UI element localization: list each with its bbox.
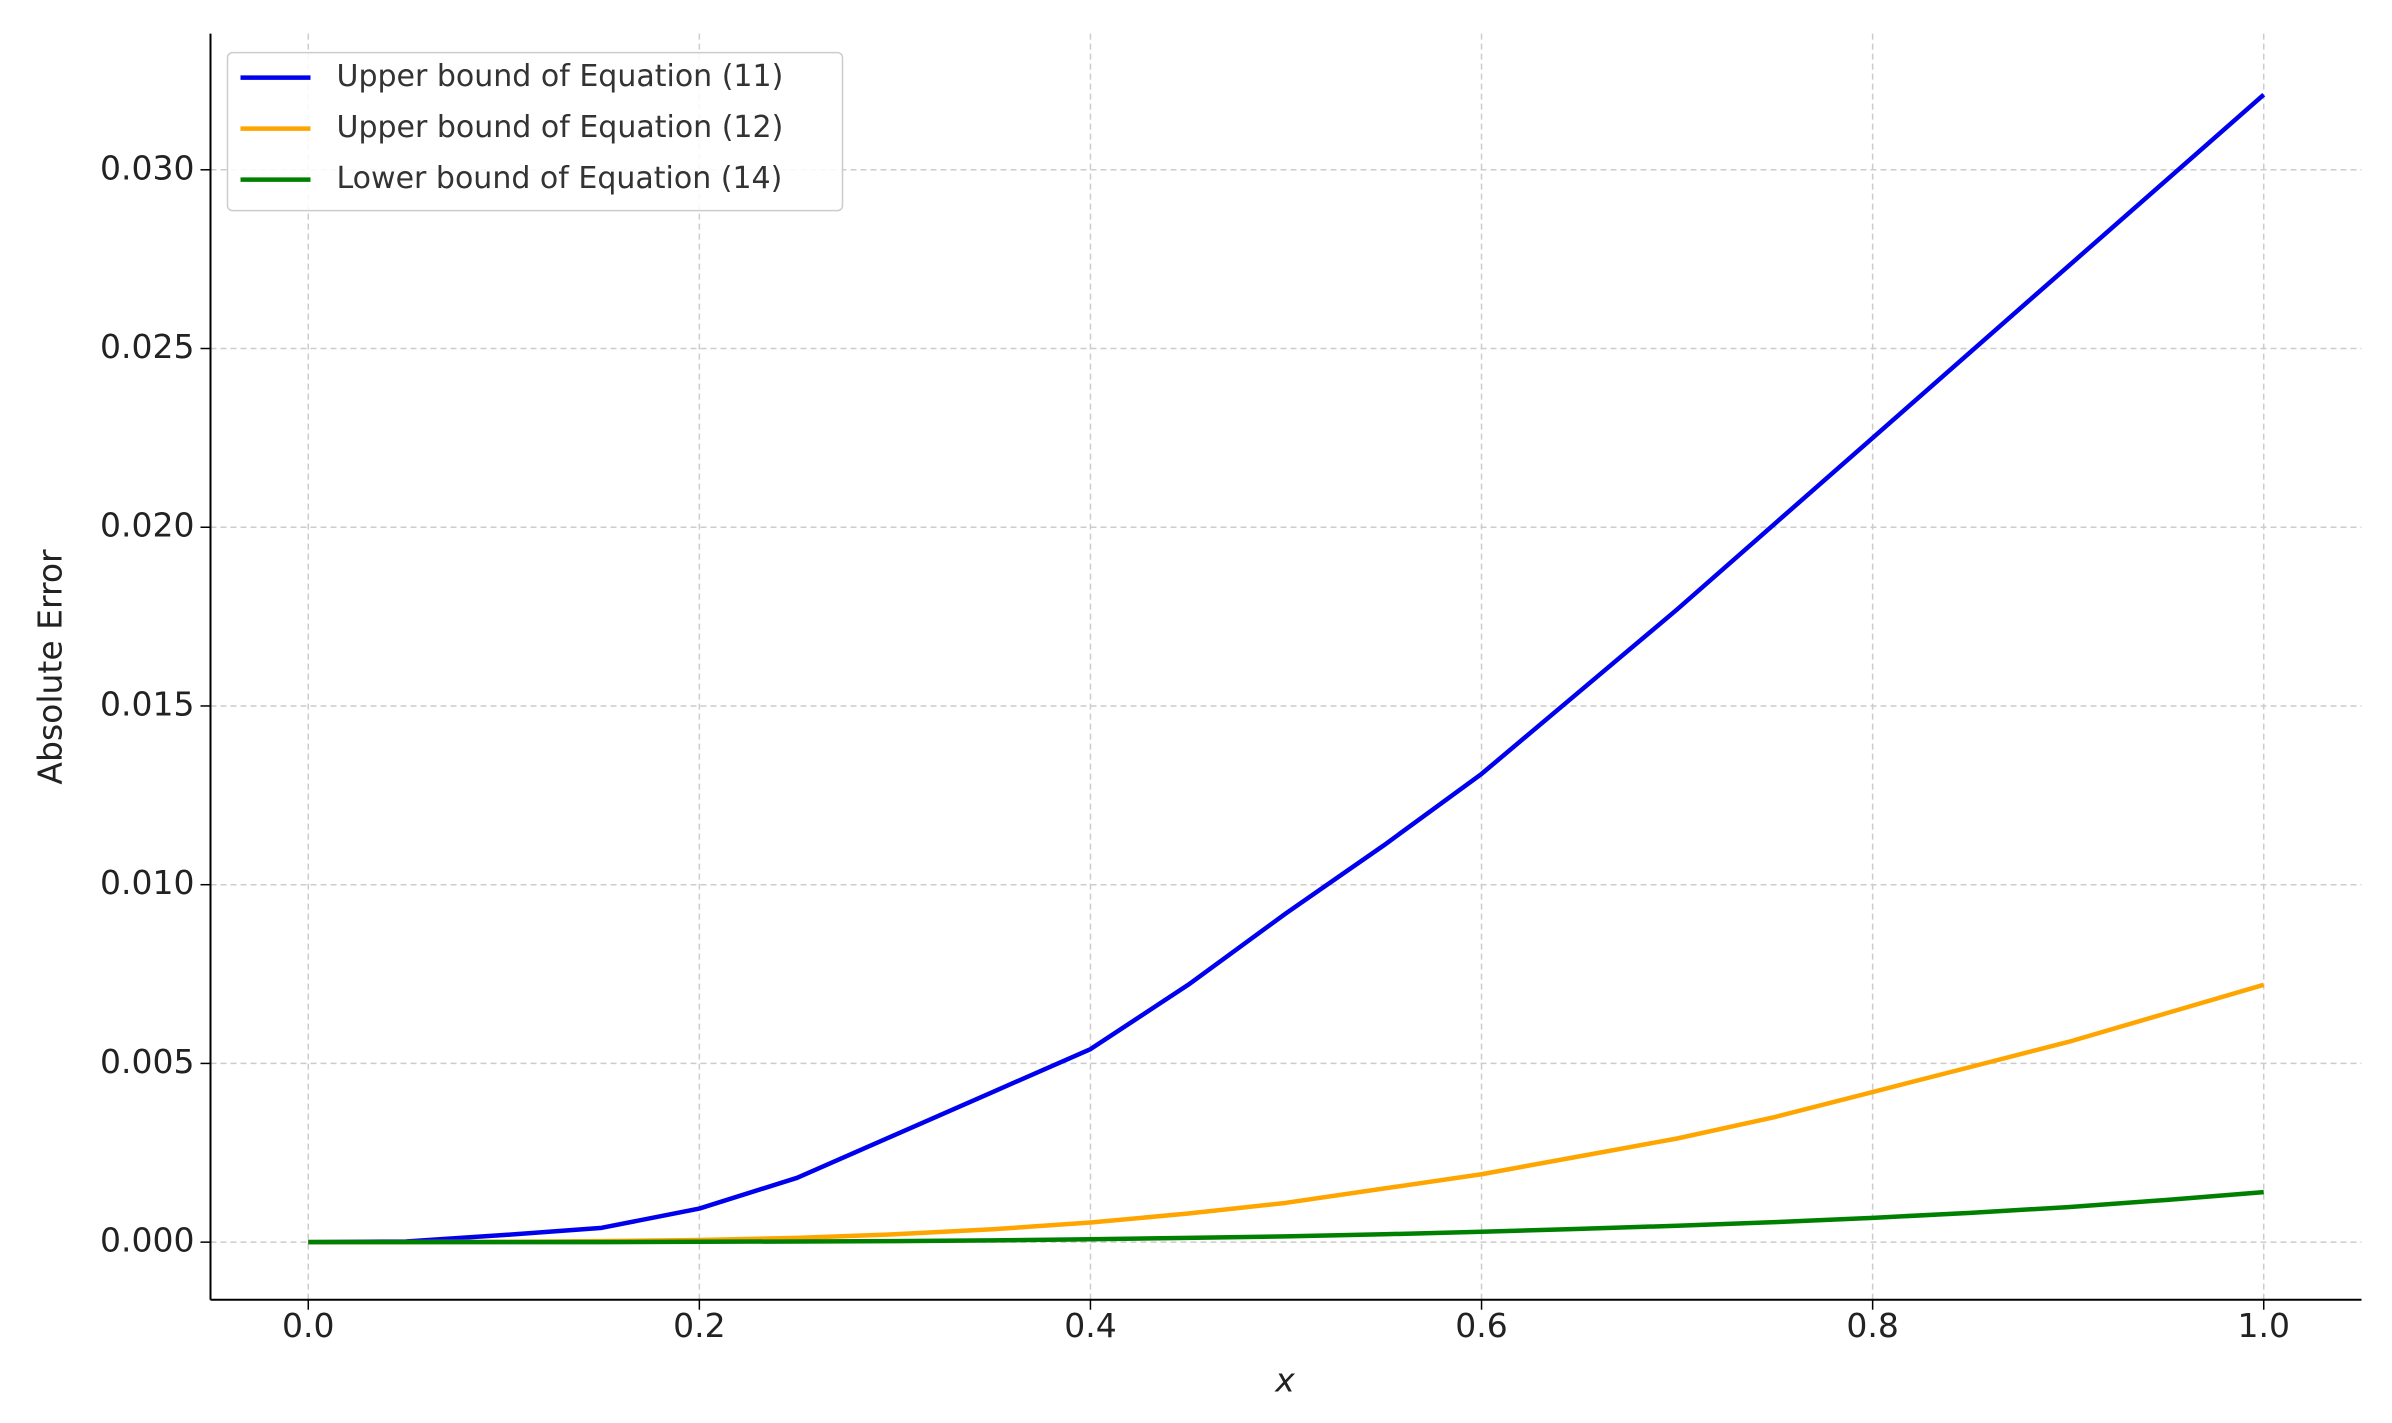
x-axis-label: x: [1274, 1361, 1295, 1400]
y-tick-label: 0.005: [100, 1042, 194, 1081]
legend-label: Upper bound of Equation (11): [337, 59, 784, 94]
y-tick-label: 0.000: [100, 1221, 194, 1260]
x-tick-label: 0.2: [673, 1306, 725, 1345]
legend-label: Lower bound of Equation (14): [337, 161, 783, 196]
y-tick-label: 0.020: [100, 506, 194, 545]
x-tick-label: 1.0: [2237, 1306, 2289, 1345]
data-line: [308, 93, 2266, 1245]
data-line: [308, 982, 2265, 1245]
x-tick-label: 0.0: [282, 1306, 334, 1345]
legend-box: [226, 51, 844, 212]
y-tick-label: 0.010: [100, 863, 194, 902]
y-tick-label: 0.015: [100, 684, 194, 723]
y-tick-label: 0.025: [100, 327, 194, 366]
data-line: [308, 1189, 2264, 1245]
x-tick-label: 0.8: [1846, 1306, 1898, 1345]
legend-label: Upper bound of Equation (12): [337, 110, 784, 145]
y-axis-label: Absolute Error: [31, 549, 70, 785]
legend: Upper bound of Equation (11) Upper bound …: [226, 51, 844, 212]
y-tick-label: 0.030: [100, 148, 194, 187]
x-tick-label: 0.6: [1455, 1306, 1507, 1345]
x-tick-label: 0.4: [1064, 1306, 1116, 1345]
